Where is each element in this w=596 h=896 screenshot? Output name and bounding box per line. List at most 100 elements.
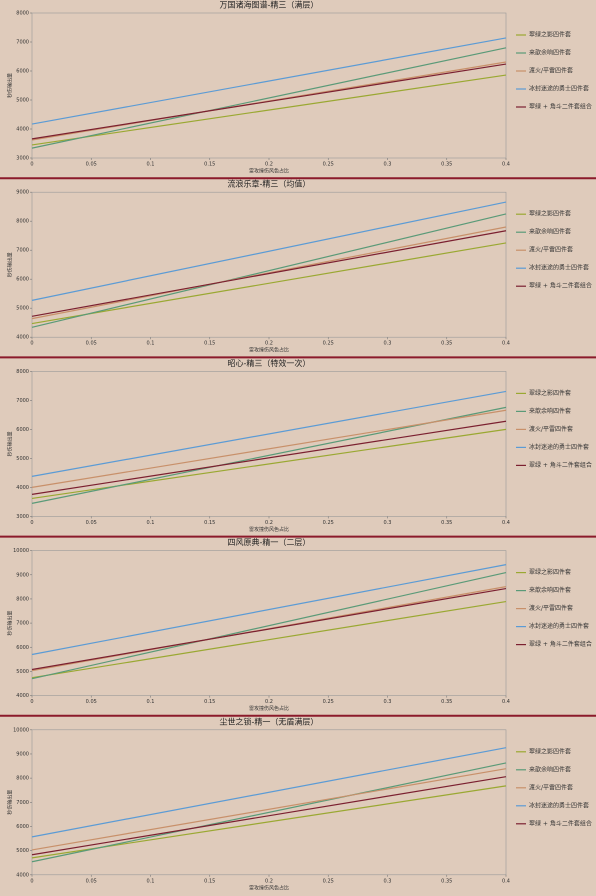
- y-axis-label: 秒伤输出量: [7, 790, 14, 815]
- legend-label: 渡火/平雷四件套: [529, 425, 573, 433]
- x-axis-label: 雷攻撞伤风色占比: [249, 347, 289, 354]
- y-tick-label: 6000: [16, 69, 29, 75]
- y-tick-label: 5000: [16, 306, 29, 312]
- series-line: [31, 776, 507, 856]
- y-tick-label: 7000: [16, 398, 29, 404]
- series-line: [31, 572, 507, 680]
- x-tick-label: 0.2: [265, 162, 273, 168]
- x-tick-label: 0.15: [204, 341, 215, 347]
- series-line: [31, 201, 507, 301]
- series-line: [31, 762, 507, 863]
- y-tick-label: 4000: [16, 127, 29, 133]
- x-tick-label: 0: [30, 341, 33, 347]
- legend-label: 来歆余响四件套: [529, 765, 571, 773]
- y-tick-label: 5000: [16, 848, 29, 854]
- y-axis-label: 秒伤输出量: [7, 73, 14, 98]
- series-line: [31, 420, 507, 495]
- legend-label: 渡火/平雷四件套: [529, 604, 573, 612]
- x-tick-label: 0.2: [265, 341, 273, 347]
- series-line: [31, 390, 507, 477]
- x-tick-label: 0.25: [323, 162, 334, 168]
- plot-frame: [31, 729, 507, 876]
- x-tick-label: 0.25: [323, 878, 334, 884]
- series-line: [31, 768, 507, 851]
- y-tick-label: 4000: [16, 485, 29, 491]
- chart-title: 尘世之锁-精一（无盾满层）: [220, 716, 319, 726]
- series-line: [31, 587, 507, 671]
- x-tick-label: 0.35: [441, 341, 452, 347]
- plot-frame: [31, 191, 507, 338]
- legend-label: 翠绿之影四件套: [529, 568, 571, 576]
- series-line: [31, 213, 507, 328]
- y-tick-label: 6000: [16, 427, 29, 433]
- plot-frame: [31, 371, 507, 517]
- legend-label: 翠绿之影四件套: [529, 389, 571, 397]
- x-tick-label: 0.05: [86, 341, 97, 347]
- legend-label: 冰封迷途的勇士四件套: [529, 622, 589, 630]
- legend-label: 来歆余响四件套: [529, 586, 571, 594]
- x-tick-label: 0.15: [204, 699, 215, 705]
- series-line: [31, 37, 507, 125]
- x-tick-label: 0.4: [502, 520, 510, 526]
- x-tick-label: 0.2: [265, 699, 273, 705]
- x-tick-label: 0.05: [86, 520, 97, 526]
- x-tick-label: 0.35: [441, 162, 452, 168]
- series-line: [31, 564, 507, 656]
- series-line: [31, 63, 507, 140]
- x-tick-label: 0.05: [86, 878, 97, 884]
- y-tick-label: 10000: [13, 548, 29, 554]
- y-tick-label: 3000: [16, 514, 29, 520]
- y-tick-label: 9000: [16, 190, 29, 196]
- y-tick-label: 5000: [16, 669, 29, 675]
- y-tick-label: 4000: [16, 335, 29, 341]
- y-tick-label: 8000: [16, 219, 29, 225]
- x-tick-label: 0: [30, 162, 33, 168]
- legend-label: 来歆余响四件套: [529, 228, 571, 236]
- chart-title: 昭心-精三（特效一次）: [228, 358, 311, 368]
- x-tick-label: 0.15: [204, 878, 215, 884]
- legend-label: 翠绿 + 角斗二件套组合: [529, 819, 592, 827]
- legend-label: 翠绿 + 角斗二件套组合: [529, 461, 592, 469]
- x-tick-label: 0.35: [441, 520, 452, 526]
- legend-label: 翠绿 + 角斗二件套组合: [529, 282, 592, 290]
- x-axis-label: 雷攻撞伤风色占比: [249, 168, 289, 175]
- x-tick-label: 0.15: [204, 520, 215, 526]
- x-tick-label: 0.25: [323, 341, 334, 347]
- y-tick-label: 8000: [16, 776, 29, 782]
- x-tick-label: 0.35: [441, 878, 452, 884]
- x-tick-label: 0.1: [147, 878, 155, 884]
- y-tick-label: 5000: [16, 456, 29, 462]
- y-tick-label: 8000: [16, 369, 29, 375]
- series-line: [31, 409, 507, 488]
- y-tick-label: 7000: [16, 621, 29, 627]
- y-tick-label: 3000: [16, 156, 29, 162]
- y-tick-label: 4000: [16, 693, 29, 699]
- y-tick-label: 7000: [16, 800, 29, 806]
- series-line: [31, 74, 507, 146]
- legend-label: 翠绿之影四件套: [529, 31, 571, 39]
- x-tick-label: 0.35: [441, 699, 452, 705]
- x-tick-label: 0.3: [384, 162, 392, 168]
- x-tick-label: 0.05: [86, 162, 97, 168]
- chart-title: 四风原典-精一（二层）: [228, 537, 311, 547]
- series-line: [31, 600, 507, 679]
- legend-label: 冰封迷途的勇士四件套: [529, 801, 589, 809]
- x-tick-label: 0.1: [147, 162, 155, 168]
- x-tick-label: 0.4: [502, 162, 510, 168]
- x-tick-label: 0.2: [265, 520, 273, 526]
- x-tick-label: 0.3: [384, 878, 392, 884]
- x-axis-label: 雷攻撞伤风色占比: [249, 705, 289, 712]
- series-line: [31, 242, 507, 325]
- legend-label: 翠绿 + 角斗二件套组合: [529, 640, 592, 648]
- x-tick-label: 0.4: [502, 699, 510, 705]
- y-tick-label: 6000: [16, 277, 29, 283]
- y-axis-label: 秒伤输出量: [7, 252, 14, 277]
- legend-label: 冰封迷途的勇士四件套: [529, 443, 589, 451]
- x-tick-label: 0.3: [384, 520, 392, 526]
- series-line: [31, 747, 507, 838]
- y-tick-label: 10000: [13, 727, 29, 733]
- legend-label: 翠绿之影四件套: [529, 747, 571, 755]
- x-tick-label: 0.25: [323, 520, 334, 526]
- x-tick-label: 0: [30, 878, 33, 884]
